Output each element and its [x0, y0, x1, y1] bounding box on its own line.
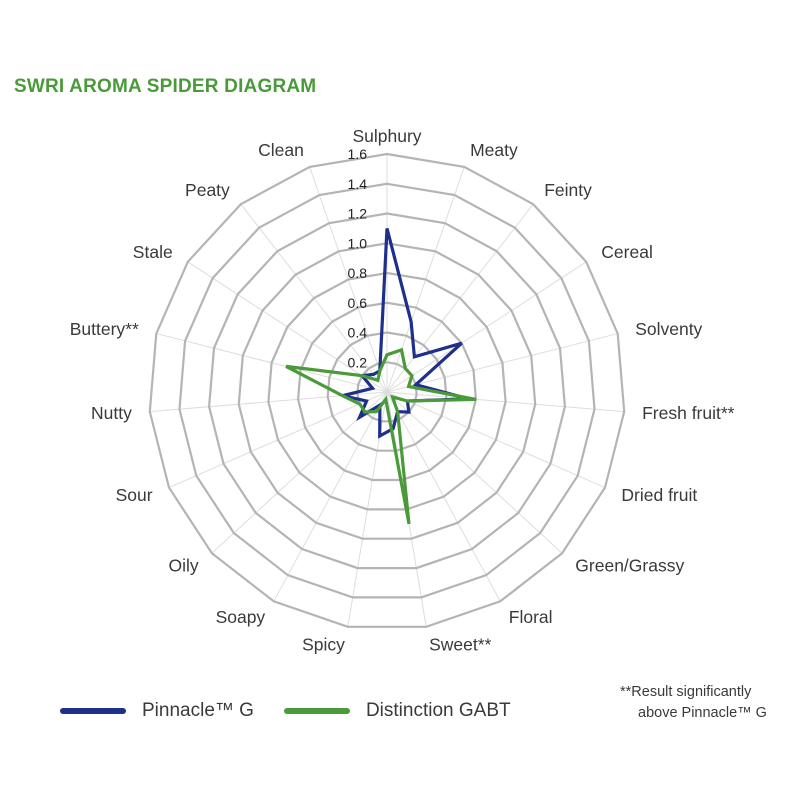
tick-label: 0.4 — [348, 325, 368, 341]
radar-grid — [148, 152, 626, 628]
category-label: Sour — [116, 485, 153, 505]
chart-title: SWRI AROMA SPIDER DIAGRAM — [14, 76, 317, 97]
significance-note: **Result significantly above Pinnacle™ G — [620, 682, 795, 724]
legend-swatch-distinction — [283, 708, 350, 714]
grid-ring — [296, 301, 478, 482]
category-label: Nutty — [91, 403, 132, 423]
category-label: Dried fruit — [621, 485, 697, 505]
legend-item-distinction: Distinction GABT — [283, 700, 511, 722]
grid-ring — [148, 152, 626, 628]
series-line-2 — [285, 347, 477, 525]
category-label: Fresh fruit** — [642, 403, 735, 423]
category-label: Sulphury — [352, 126, 421, 146]
legend-label-distinction: Distinction GABT — [365, 700, 511, 721]
category-label: Floral — [509, 607, 553, 627]
grid-ring — [178, 182, 596, 599]
category-label: Feinty — [544, 180, 592, 200]
category-label: Green/Grassy — [575, 555, 684, 575]
note-line-1: **Result significantly — [620, 684, 752, 700]
category-label: Meaty — [470, 140, 518, 160]
tick-label: 1.2 — [348, 206, 368, 222]
radial-ticks: 0.2 0.4 0.6 0.8 1.0 1.2 1.4 1.6 — [348, 146, 368, 370]
tick-label: 1.6 — [348, 146, 368, 162]
category-label: Cereal — [601, 242, 653, 262]
tick-label: 0.2 — [348, 354, 368, 370]
note-line-2: above Pinnacle™ G — [638, 705, 767, 721]
grid-ring — [207, 212, 567, 570]
category-label: Peaty — [185, 180, 230, 200]
tick-label: 0.6 — [348, 295, 368, 311]
legend-label-pinnacle: Pinnacle™ G — [142, 700, 254, 721]
legend: Pinnacle™ G Distinction GABT — [60, 700, 541, 722]
category-label: Buttery** — [70, 319, 139, 339]
legend-swatch-pinnacle — [60, 708, 126, 714]
category-label: Solventy — [635, 319, 702, 339]
legend-item-pinnacle: Pinnacle™ G — [60, 700, 254, 722]
grid-ring — [237, 242, 537, 540]
tick-label: 1.0 — [348, 235, 368, 251]
category-label: Soapy — [216, 607, 266, 627]
category-label: Oily — [169, 555, 199, 575]
tick-label: 1.4 — [348, 176, 368, 192]
tick-label: 0.8 — [348, 265, 368, 281]
category-label: Stale — [133, 242, 173, 262]
category-label: Clean — [258, 140, 304, 160]
grid-ring — [267, 271, 507, 511]
radar-series — [285, 227, 477, 525]
category-labels: Sulphury Meaty Feinty Cereal Solventy Fresh f… — [70, 126, 735, 655]
category-label: Spicy — [302, 635, 345, 655]
category-label: Sweet** — [429, 635, 491, 655]
